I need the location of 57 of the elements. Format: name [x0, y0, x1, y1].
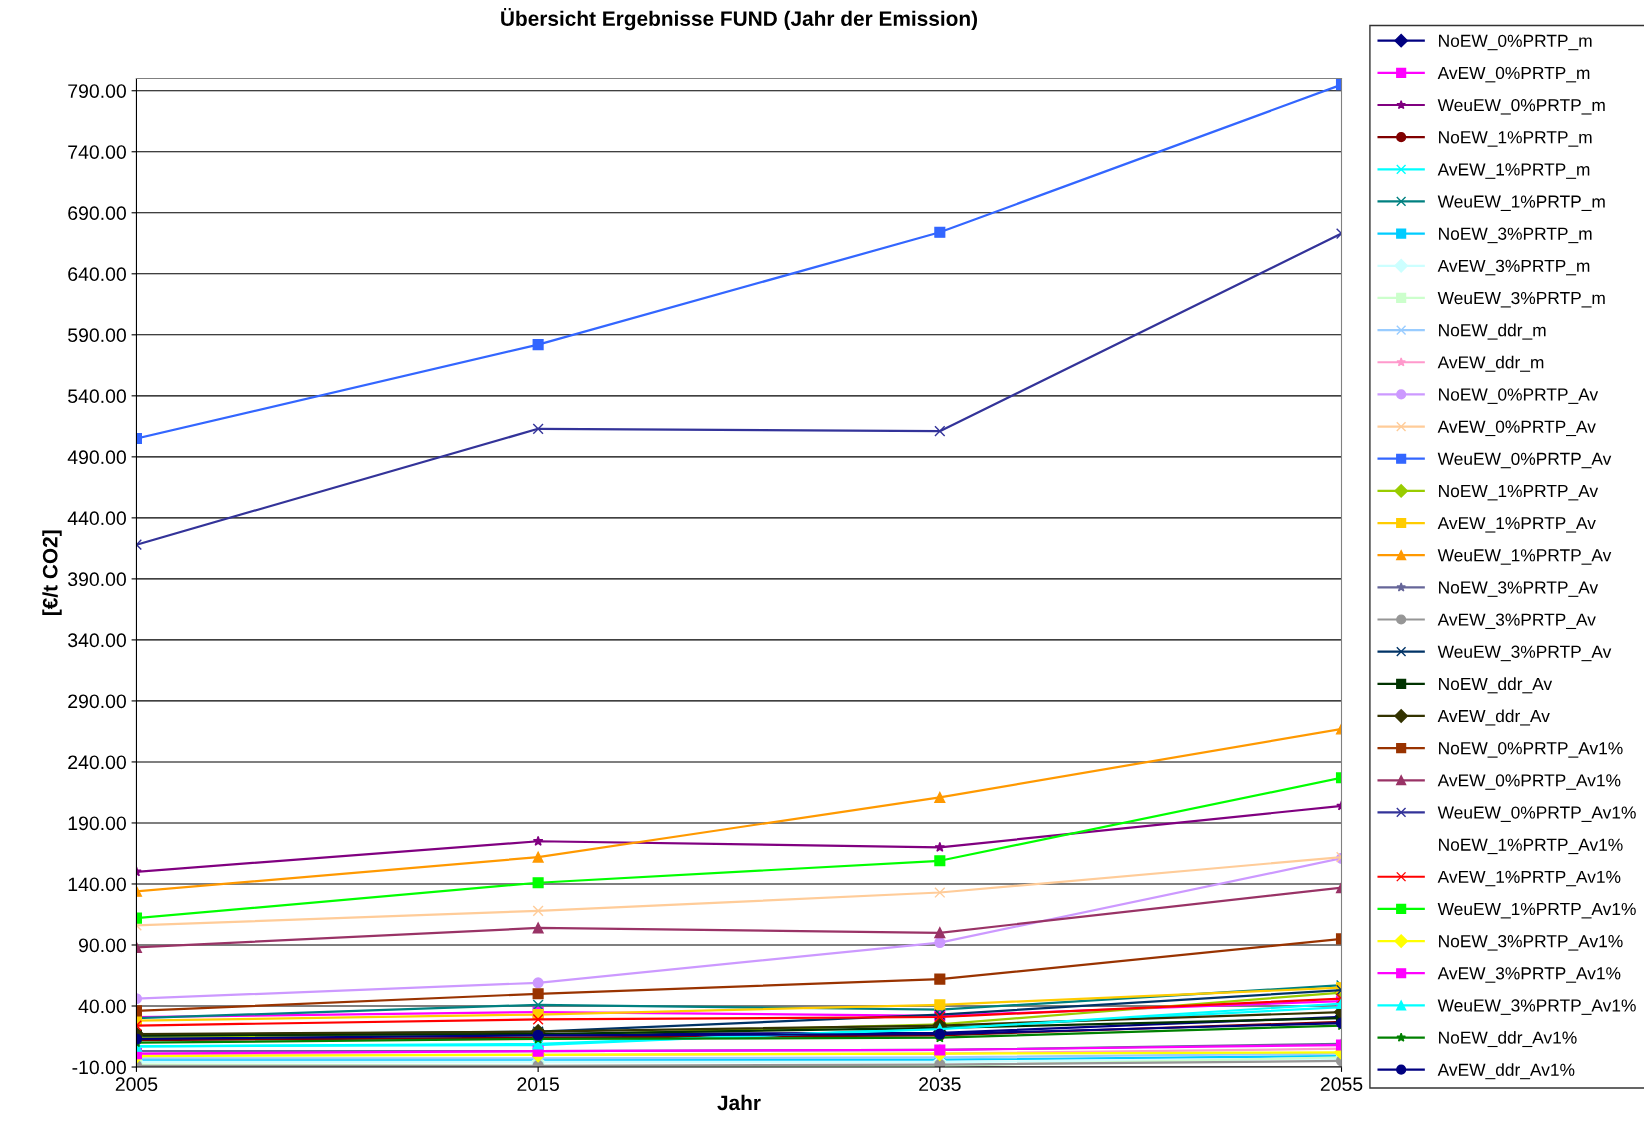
y-tick-label: 340.00	[68, 633, 126, 648]
x-axis-title: Jahr	[717, 1094, 761, 1111]
legend-label: WeuEW_1%PRTP_m	[1437, 195, 1605, 211]
legend-label: AvEW_3%PRTP_Av	[1437, 613, 1596, 630]
y-tick-label: 640.00	[68, 267, 126, 282]
legend-label: WeuEW_0%PRTP_Av	[1437, 452, 1612, 469]
legend-label: WeuEW_3%PRTP_m	[1437, 291, 1605, 308]
y-tick-label: 240.00	[68, 755, 126, 770]
legend-label: WeuEW_3%PRTP_Av1%	[1437, 999, 1636, 1015]
legend-label: AvEW_ddr_m	[1437, 355, 1544, 372]
x-tick-label: 2005	[115, 1077, 158, 1092]
x-tick-label: 2015	[517, 1077, 559, 1092]
legend-label: NoEW_3%PRTP_Av1%	[1439, 935, 1623, 951]
legend-label: AvEW_0%PRTP_Av1%	[1437, 774, 1621, 790]
chart-title: Übersicht Ergebnisse FUND (Jahr der Emission)	[501, 7, 978, 31]
y-tick-label: 490.00	[67, 450, 126, 465]
legend-label: NoEW_3%PRTP_Av	[1439, 581, 1599, 597]
legend-label: AvEW_ddr_Av	[1437, 709, 1550, 726]
legend-label: AvEW_3%PRTP_Av1%	[1437, 967, 1621, 983]
legend-label: NoEW_ddr_m	[1439, 323, 1546, 340]
legend-label: WeuEW_1%PRTP_Av	[1437, 549, 1612, 565]
y-tick-label: 290.00	[68, 694, 126, 709]
y-tick-label: 540.00	[68, 389, 126, 404]
y-tick-label: 790.00	[68, 84, 126, 98]
legend-label: AvEW_1%PRTP_Av1%	[1437, 870, 1621, 887]
legend-label: AvEW_1%PRTP_m	[1437, 163, 1590, 179]
legend-label: AvEW_0%PRTP_Av	[1437, 420, 1596, 437]
legend-label: AvEW_0%PRTP_m	[1437, 66, 1590, 83]
legend-label: NoEW_0%PRTP_Av1%	[1439, 742, 1623, 758]
y-tick-label: 90.00	[78, 938, 126, 953]
y-tick-label: -10.00	[72, 1060, 126, 1075]
y-tick-label: 590.00	[68, 328, 126, 343]
legend-label: NoEW_3%PRTP_m	[1439, 227, 1592, 244]
legend-label: NoEW_ddr_Av	[1439, 677, 1553, 694]
legend-label: NoEW_1%PRTP_Av	[1439, 484, 1599, 501]
y-tick-label: 740.00	[68, 145, 126, 159]
x-tick-label: 2055	[1320, 1077, 1363, 1092]
legend-label: WeuEW_0%PRTP_Av1%	[1437, 806, 1636, 822]
legend-label: AvEW_3%PRTP_m	[1437, 259, 1590, 276]
y-tick-label: 690.00	[68, 206, 126, 221]
y-tick-label: 440.00	[67, 511, 126, 526]
x-tick-label: 2035	[919, 1077, 961, 1092]
legend-label: NoEW_1%PRTP_m	[1439, 131, 1592, 147]
legend-label: AvEW_ddr_Av1%	[1437, 1063, 1575, 1080]
legend-label: NoEW_ddr_Av1%	[1439, 1031, 1577, 1048]
y-tick-label: 390.00	[68, 572, 126, 587]
legend-label: WeuEW_0%PRTP_m	[1437, 98, 1605, 115]
legend-label: WeuEW_1%PRTP_Av1%	[1437, 902, 1636, 919]
legend-label: AvEW_1%PRTP_Av	[1437, 517, 1596, 533]
y-tick-label: 190.00	[68, 816, 126, 831]
legend-label: WeuEW_3%PRTP_Av	[1437, 645, 1612, 662]
legend-label: NoEW_0%PRTP_m	[1439, 34, 1592, 51]
text: NoEW_1%PRTP_Av1%	[1439, 838, 1623, 855]
y-axis-title: [€/t CO2]	[42, 530, 62, 616]
legend-label: NoEW_0%PRTP_Av	[1439, 388, 1599, 404]
y-tick-label: 40.00	[78, 999, 126, 1014]
y-tick-label: 140.00	[68, 877, 126, 892]
